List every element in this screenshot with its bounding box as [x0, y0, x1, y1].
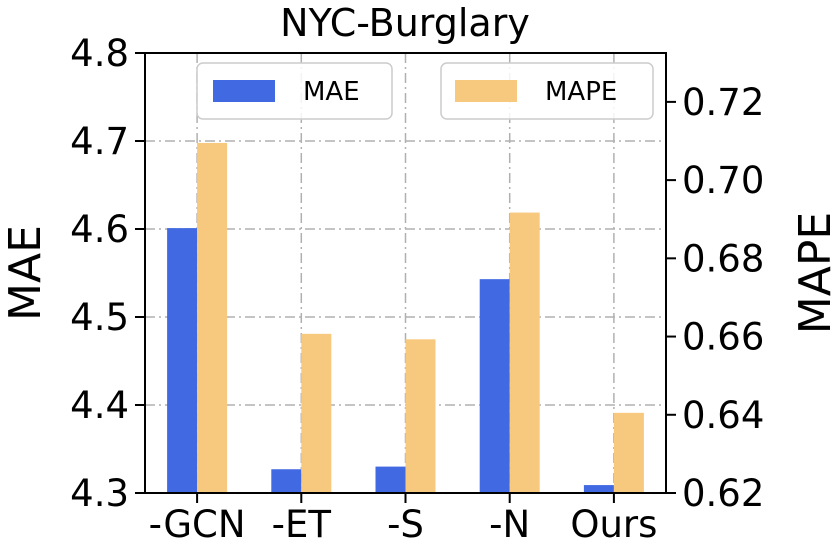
bar-mape-4	[613, 412, 644, 493]
legend-label-mae: MAE	[303, 77, 360, 107]
legend-mae: MAE	[196, 62, 393, 120]
right-tick-label: 0.70	[682, 159, 764, 202]
bar-mae-1	[271, 469, 302, 493]
bar-mape-2	[405, 339, 436, 493]
right-tick-label: 0.64	[682, 394, 764, 437]
right-tick-label: 0.66	[682, 316, 764, 359]
legend-swatch-mae	[213, 80, 275, 102]
right-tick-label: 0.68	[682, 237, 764, 280]
left-axis-title: MAE	[0, 225, 51, 321]
bar-mae-4	[583, 485, 614, 493]
legend-mape: MAPE	[440, 62, 654, 120]
bar-mape-1	[301, 333, 332, 493]
bar-mae-3	[479, 279, 510, 493]
x-tick-label: -ET	[272, 503, 332, 544]
bar-mape-0	[197, 142, 228, 493]
chart-title: NYC-Burglary	[280, 1, 530, 45]
left-tick-label: 4.4	[70, 384, 129, 427]
left-axis-ticks: 4.3 4.4 4.5 4.6 4.7 4.8	[70, 32, 145, 515]
x-tick-label: -N	[489, 503, 530, 544]
right-axis-title: MAPE	[790, 212, 831, 334]
legend-label-mape: MAPE	[545, 77, 617, 107]
bar-mae-0	[167, 228, 198, 493]
left-tick-label: 4.3	[70, 472, 129, 515]
x-tick-label: Ours	[570, 503, 657, 544]
right-axis-ticks: 0.62 0.64 0.66 0.68 0.70 0.72	[666, 81, 764, 515]
legend-swatch-mape	[455, 80, 517, 102]
x-tick-label: -GCN	[149, 503, 246, 544]
x-tick-label: -S	[387, 503, 424, 544]
bar-mae-2	[375, 466, 406, 493]
x-axis-ticks: -GCN -ET -S -N Ours	[149, 493, 657, 544]
bar-mape-3	[509, 212, 540, 493]
legend-box-mae	[196, 62, 393, 120]
right-tick-label: 0.72	[682, 81, 764, 124]
left-tick-label: 4.8	[70, 32, 129, 75]
left-tick-label: 4.5	[70, 296, 129, 339]
legend-box-mape	[440, 62, 654, 120]
left-tick-label: 4.7	[70, 120, 129, 163]
bars	[167, 142, 644, 493]
right-tick-label: 0.62	[682, 472, 764, 515]
left-tick-label: 4.6	[70, 208, 129, 251]
